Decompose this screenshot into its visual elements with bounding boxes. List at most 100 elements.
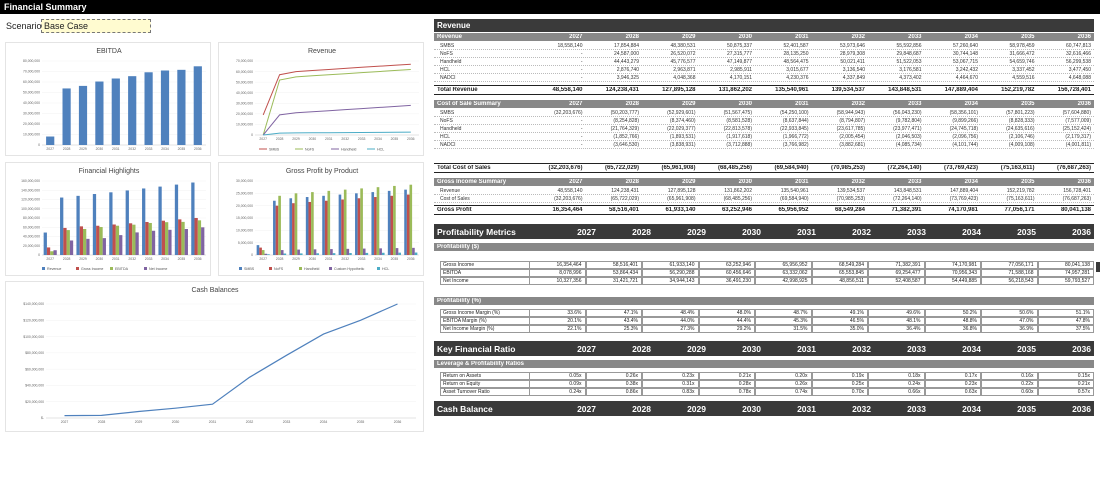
cell[interactable]: 3,242,432 bbox=[955, 66, 978, 73]
cell[interactable]: 63,332,062 bbox=[755, 269, 812, 277]
cell[interactable]: 2028 bbox=[625, 101, 639, 107]
cell[interactable]: 0.28x bbox=[698, 380, 755, 388]
cell[interactable]: 0.38x bbox=[585, 380, 642, 388]
cell[interactable]: 50,875,337 bbox=[726, 42, 752, 49]
cell[interactable]: 147,889,404 bbox=[950, 187, 978, 194]
cell[interactable]: 2029 bbox=[687, 343, 706, 354]
cell[interactable]: 2036 bbox=[1072, 343, 1091, 354]
cell[interactable]: 77,056,171 bbox=[981, 261, 1038, 269]
cell[interactable]: 47.1% bbox=[585, 309, 642, 317]
cell[interactable]: 35.0% bbox=[811, 325, 868, 333]
cell[interactable]: 2033 bbox=[908, 34, 922, 40]
cell[interactable]: 124,238,431 bbox=[611, 187, 639, 194]
cell[interactable]: 54,659,746 bbox=[1009, 58, 1035, 65]
cell[interactable]: 4,230,376 bbox=[786, 74, 809, 81]
cell[interactable]: 70,956,343 bbox=[924, 269, 981, 277]
cell[interactable]: 49.1% bbox=[811, 309, 868, 317]
cell[interactable]: 0.20x bbox=[755, 372, 812, 380]
cell[interactable]: 2032 bbox=[851, 101, 865, 107]
cell[interactable]: 45.3% bbox=[755, 317, 812, 325]
cell[interactable]: 69,254,477 bbox=[868, 269, 925, 277]
cell[interactable]: 2032 bbox=[852, 403, 871, 414]
cell[interactable]: 3,176,581 bbox=[899, 66, 922, 73]
cell[interactable]: 2033 bbox=[908, 179, 922, 185]
cell[interactable]: - bbox=[580, 117, 583, 124]
cell[interactable]: (2,005,454) bbox=[839, 133, 865, 140]
cell[interactable]: 48,564,475 bbox=[783, 58, 809, 65]
cell[interactable]: (3,646,530) bbox=[613, 141, 639, 148]
ebitda-chart[interactable]: EBITDA 80,000,000 70,000,000 60,000,000 50,0… bbox=[5, 42, 211, 156]
cell[interactable]: 80,041,138 bbox=[1037, 261, 1094, 269]
cell[interactable]: 2027 bbox=[577, 343, 596, 354]
cell[interactable]: 0.24x bbox=[868, 380, 925, 388]
cell[interactable]: 0.60x bbox=[981, 388, 1038, 396]
cell[interactable]: 31,421,721 bbox=[585, 277, 642, 285]
cell[interactable]: (1,917,618) bbox=[726, 133, 752, 140]
cell[interactable]: - bbox=[580, 141, 583, 148]
cell[interactable]: 48.4% bbox=[642, 309, 699, 317]
cell[interactable]: 48.7% bbox=[755, 309, 812, 317]
cell[interactable]: 0.23x bbox=[642, 372, 699, 380]
cell[interactable]: (32,203,676) bbox=[548, 165, 583, 171]
cell[interactable]: - bbox=[580, 133, 583, 140]
cell[interactable]: 48,380,531 bbox=[670, 42, 696, 49]
cell[interactable]: 0.83x bbox=[642, 388, 699, 396]
cell[interactable]: (3,766,982) bbox=[782, 141, 809, 148]
cell[interactable]: 48,856,511 bbox=[811, 277, 868, 285]
cell[interactable]: 0.31x bbox=[642, 380, 699, 388]
cell[interactable]: 0.16x bbox=[981, 372, 1038, 380]
cell[interactable]: 2,963,871 bbox=[673, 66, 696, 73]
cell[interactable]: (70,985,253) bbox=[830, 165, 865, 171]
cell[interactable]: 0.09x bbox=[529, 380, 586, 388]
cell[interactable]: 2032 bbox=[852, 226, 871, 237]
cell[interactable]: 31.5% bbox=[755, 325, 812, 333]
cell[interactable]: 2033 bbox=[907, 343, 926, 354]
cell[interactable]: 56,299,538 bbox=[1065, 58, 1091, 65]
cell[interactable]: 2030 bbox=[738, 34, 752, 40]
cell[interactable]: 71,588,168 bbox=[981, 269, 1038, 277]
cell[interactable]: 16,354,464 bbox=[552, 207, 583, 213]
cell[interactable]: 2029 bbox=[687, 226, 706, 237]
cell[interactable]: 147,889,404 bbox=[944, 87, 978, 93]
scenario-input[interactable]: Base Case bbox=[41, 19, 151, 33]
cell[interactable]: 135,540,961 bbox=[780, 187, 809, 194]
cell[interactable]: 4,373,402 bbox=[899, 74, 922, 81]
cell[interactable]: 4,048,368 bbox=[673, 74, 696, 81]
scroll-handle[interactable] bbox=[1096, 262, 1100, 272]
cell[interactable]: 44.4% bbox=[698, 317, 755, 325]
cell[interactable]: 2036 bbox=[1077, 101, 1091, 107]
cell[interactable]: 0.86x bbox=[585, 388, 642, 396]
cell[interactable]: 0.74x bbox=[755, 388, 812, 396]
cell[interactable]: 2030 bbox=[742, 343, 761, 354]
cell[interactable]: (76,687,263) bbox=[1062, 195, 1091, 202]
cell[interactable]: (57,604,880) bbox=[1062, 109, 1091, 116]
cell[interactable]: 2036 bbox=[1077, 179, 1091, 185]
cell[interactable]: (22,933,845) bbox=[780, 125, 809, 132]
cell[interactable]: 43.4% bbox=[585, 317, 642, 325]
cell[interactable]: 156,728,401 bbox=[1063, 187, 1091, 194]
cell[interactable]: (56,043,230) bbox=[893, 109, 922, 116]
cell[interactable]: (1,966,772) bbox=[782, 133, 809, 140]
cell[interactable]: 74,170,981 bbox=[924, 261, 981, 269]
cell[interactable]: 60,456,646 bbox=[698, 269, 755, 277]
cell[interactable]: (50,203,777) bbox=[610, 109, 639, 116]
cell[interactable]: (4,101,744) bbox=[952, 141, 978, 148]
cell[interactable]: 8,078,996 bbox=[529, 269, 586, 277]
cell[interactable]: (1,852,766) bbox=[613, 133, 639, 140]
cell[interactable]: (8,374,460) bbox=[669, 117, 696, 124]
cell[interactable]: 2035 bbox=[1021, 101, 1035, 107]
cell[interactable]: (8,794,807) bbox=[839, 117, 865, 124]
cell[interactable]: 2033 bbox=[907, 226, 926, 237]
cell[interactable]: (65,961,908) bbox=[661, 165, 696, 171]
cell[interactable]: 25.3% bbox=[585, 325, 642, 333]
cell[interactable]: 4,648,088 bbox=[1068, 74, 1091, 81]
cell[interactable]: (3,882,681) bbox=[839, 141, 865, 148]
cell[interactable]: (8,581,528) bbox=[726, 117, 752, 124]
cell[interactable]: 49.6% bbox=[868, 309, 925, 317]
cell[interactable]: 26,520,072 bbox=[670, 50, 696, 57]
cell[interactable]: 65,553,845 bbox=[811, 269, 868, 277]
cell[interactable]: 2034 bbox=[964, 101, 978, 107]
cell[interactable]: 53,973,646 bbox=[839, 42, 865, 49]
cell[interactable]: 53,864,434 bbox=[585, 269, 642, 277]
cell[interactable]: 2027 bbox=[569, 179, 583, 185]
